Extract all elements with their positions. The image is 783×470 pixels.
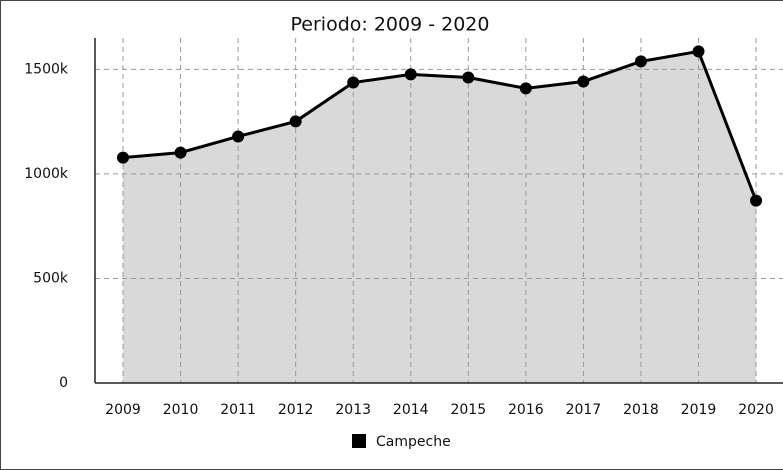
marker	[174, 146, 187, 159]
y-tick-label: 500k	[33, 270, 69, 286]
legend-swatch	[352, 434, 366, 448]
marker	[232, 130, 245, 143]
x-tick-label: 2009	[105, 402, 141, 418]
x-tick-label: 2011	[220, 402, 256, 418]
x-tick-label: 2013	[335, 402, 371, 418]
x-tick-label: 2010	[163, 402, 199, 418]
x-tick-label: 2012	[278, 402, 314, 418]
x-tick-label: 2015	[450, 402, 486, 418]
marker	[117, 151, 129, 164]
area	[123, 51, 757, 384]
marker	[462, 71, 475, 84]
y-tick-label: 1500k	[24, 61, 69, 77]
marker	[692, 45, 705, 58]
x-tick-label: 2020	[738, 402, 774, 418]
x-tick-label: 2018	[623, 402, 659, 418]
marker	[404, 68, 417, 81]
marker	[519, 82, 532, 95]
y-tick-label: 1000k	[24, 166, 69, 182]
x-tick-label: 2016	[508, 402, 544, 418]
y-tick-label: 0	[59, 375, 68, 391]
x-tick-label: 2014	[393, 402, 429, 418]
x-tick-label: 2019	[681, 402, 717, 418]
marker	[750, 194, 763, 207]
marker	[634, 55, 647, 68]
legend-label: Campeche	[376, 434, 451, 450]
marker	[289, 115, 302, 128]
marker	[577, 75, 590, 88]
line	[122, 49, 758, 202]
marker	[347, 76, 360, 89]
x-tick-label: 2017	[566, 402, 602, 418]
chart-title: Periodo: 2009 - 2020	[291, 14, 490, 36]
